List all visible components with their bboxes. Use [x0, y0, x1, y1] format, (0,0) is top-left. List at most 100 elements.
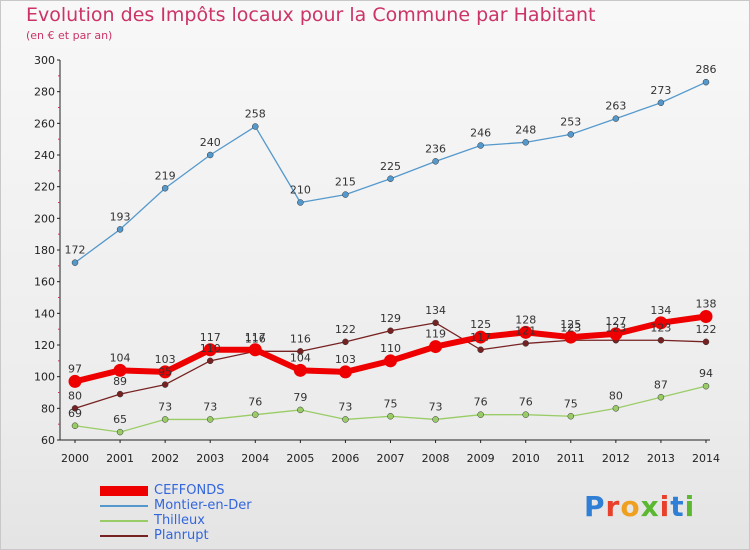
data-point — [116, 390, 124, 398]
data-label: 128 — [515, 313, 536, 326]
data-point — [432, 158, 439, 165]
data-label: 172 — [65, 244, 86, 257]
data-label: 121 — [515, 324, 536, 337]
data-point — [293, 363, 307, 377]
data-label: 73 — [203, 400, 217, 413]
x-tick-label: 2007 — [377, 452, 405, 465]
data-point — [657, 99, 665, 106]
data-label: 122 — [696, 323, 717, 336]
data-label: 129 — [380, 312, 401, 325]
data-label: 75 — [384, 397, 398, 410]
x-tick-label: 2008 — [422, 452, 450, 465]
x-tick-label: 2000 — [61, 452, 89, 465]
legend-swatch — [100, 505, 148, 507]
data-label: 240 — [200, 136, 221, 149]
data-point — [477, 346, 484, 353]
data-point — [297, 406, 304, 414]
data-point — [477, 142, 484, 149]
data-point — [161, 381, 169, 388]
chart-subtitle: (en € et par an) — [26, 29, 113, 42]
data-point — [567, 413, 575, 420]
data-point — [387, 413, 394, 420]
x-tick-label: 2006 — [331, 452, 359, 465]
data-point — [71, 405, 79, 412]
y-tick-label: 220 — [34, 181, 55, 194]
data-point — [203, 343, 217, 357]
data-point — [158, 365, 172, 379]
y-tick-label: 80 — [41, 402, 55, 415]
data-label: 210 — [290, 184, 311, 197]
x-tick-label: 2001 — [106, 452, 134, 465]
y-tick-label: 120 — [34, 339, 55, 352]
data-label: 123 — [605, 321, 626, 334]
data-label: 125 — [560, 318, 581, 331]
data-point — [161, 416, 169, 423]
data-point — [252, 411, 259, 418]
logo-letter: x — [640, 490, 660, 523]
logo-letter: i — [659, 490, 671, 523]
x-tick-label: 2009 — [467, 452, 495, 465]
data-label: 73 — [338, 400, 352, 413]
x-tick-label: 2004 — [241, 452, 269, 465]
data-label: 97 — [68, 362, 82, 375]
x-tick-label: 2010 — [512, 452, 540, 465]
data-point — [68, 374, 82, 388]
data-point — [564, 330, 578, 344]
y-tick-label: 100 — [34, 371, 55, 384]
y-tick-label: 280 — [34, 86, 55, 99]
legend-label: Thilleux — [154, 513, 205, 528]
data-label: 273 — [650, 84, 671, 97]
data-point — [522, 139, 529, 146]
x-tick-label: 2005 — [286, 452, 314, 465]
data-label: 258 — [245, 108, 266, 121]
data-point — [654, 316, 668, 330]
data-label: 127 — [605, 315, 626, 328]
data-label: 119 — [425, 328, 446, 341]
x-tick-label: 2012 — [602, 452, 630, 465]
data-label: 123 — [560, 321, 581, 334]
data-point — [342, 416, 349, 423]
y-tick-label: 180 — [34, 244, 55, 257]
data-label: 215 — [335, 176, 356, 189]
legend-label: Montier-en-Der — [154, 498, 252, 513]
data-label: 76 — [248, 396, 262, 409]
x-tick-label: 2014 — [692, 452, 720, 465]
data-label: 103 — [335, 353, 356, 366]
y-tick-label: 160 — [34, 276, 55, 289]
y-tick-label: 140 — [34, 307, 55, 320]
data-label: 116 — [245, 332, 266, 345]
legend-label: Planrupt — [154, 528, 209, 543]
data-label: 236 — [425, 142, 446, 155]
data-point — [429, 340, 443, 354]
data-point — [71, 422, 79, 429]
data-point — [612, 115, 620, 122]
data-point — [384, 354, 397, 368]
data-point — [474, 330, 488, 344]
data-label: 76 — [519, 396, 533, 409]
data-point — [519, 325, 533, 339]
data-point — [71, 259, 79, 266]
data-label: 193 — [110, 210, 131, 223]
data-point — [609, 327, 623, 341]
logo-letter: t — [670, 490, 685, 523]
data-label: 104 — [110, 351, 131, 364]
data-point — [612, 405, 620, 412]
data-point — [161, 185, 169, 192]
data-label: 69 — [68, 407, 82, 420]
data-point — [297, 348, 304, 355]
data-label: 117 — [200, 331, 221, 344]
x-tick-label: 2003 — [196, 452, 224, 465]
data-point — [248, 343, 262, 357]
data-point — [338, 365, 352, 379]
data-point — [567, 131, 575, 138]
data-point — [206, 151, 214, 159]
x-tick-label: 2013 — [647, 452, 675, 465]
data-label: 123 — [650, 321, 671, 334]
data-label: 248 — [515, 123, 536, 136]
data-point — [252, 123, 259, 130]
x-tick-label: 2002 — [151, 452, 179, 465]
legend-label: CEFFONDS — [154, 483, 225, 498]
data-point — [522, 340, 529, 347]
data-label: 94 — [699, 367, 713, 380]
